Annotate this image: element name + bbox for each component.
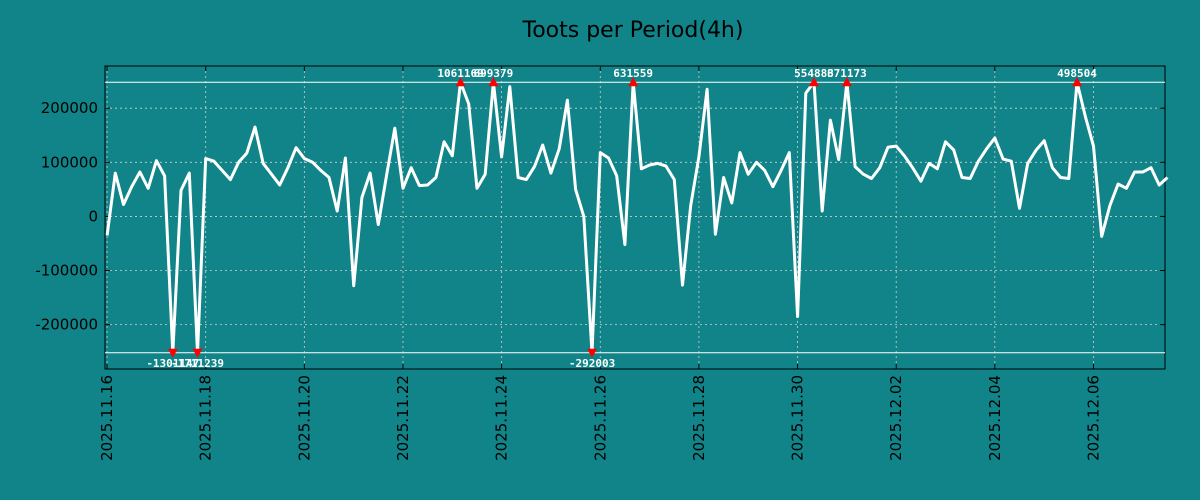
x-tick-label: 2025.11.28 xyxy=(690,375,708,461)
x-tick-label: 2025.11.26 xyxy=(591,375,609,461)
x-tick-label: 2025.11.20 xyxy=(295,375,313,461)
x-tick-label: 2025.12.06 xyxy=(1084,375,1102,461)
x-tick-label: 2025.11.24 xyxy=(493,375,511,461)
peak-annotation-label: 554883 xyxy=(794,67,834,80)
plot-area xyxy=(104,65,1166,370)
series-line xyxy=(105,80,1169,355)
peak-marker xyxy=(808,77,819,87)
y-tick-label: 0 xyxy=(88,207,98,225)
x-tick-label: 2025.11.18 xyxy=(197,375,215,461)
peak-annotation-label: 498504 xyxy=(1057,67,1097,80)
peak-annotation-label: -1301147 xyxy=(146,357,199,370)
x-tick-label: 2025.12.04 xyxy=(986,375,1004,461)
chart-title: Toots per Period(4h) xyxy=(522,18,744,43)
peak-annotation-label: 1061169 xyxy=(437,67,483,80)
y-tick-label: 100000 xyxy=(41,153,98,171)
x-tick-label: 2025.11.30 xyxy=(789,375,807,461)
clip-lines xyxy=(105,81,1165,354)
y-tick-label: -200000 xyxy=(35,316,98,334)
x-tick-label: 2025.11.16 xyxy=(98,375,116,461)
x-tick-label: 2025.11.22 xyxy=(394,375,412,461)
series-toots xyxy=(105,80,1169,355)
y-tick-label: -100000 xyxy=(35,262,98,280)
y-tick-label: 200000 xyxy=(41,99,98,117)
peak-annotation-label: -1711239 xyxy=(171,357,224,370)
peak-marker xyxy=(488,77,499,87)
peak-marker xyxy=(628,77,639,87)
peak-marker xyxy=(587,348,598,358)
peak-markers xyxy=(167,77,1083,358)
peak-marker xyxy=(455,77,466,87)
peak-marker xyxy=(192,348,203,358)
peak-marker xyxy=(841,77,852,87)
peak-annotation-label: 671173 xyxy=(827,67,867,80)
peak-marker xyxy=(167,348,178,358)
peak-marker xyxy=(1072,77,1083,87)
peak-annotation-label: 699379 xyxy=(474,67,514,80)
peak-annotation-label: -292003 xyxy=(569,357,615,370)
peak-annotation-label: 631559 xyxy=(613,67,653,80)
y-axis: -200000 -100000 0 100000 200000 xyxy=(35,99,1165,334)
x-axis: 2025.11.16 2025.11.18 2025.11.20 2025.11.22… xyxy=(98,66,1102,461)
x-tick-label: 2025.12.02 xyxy=(887,375,905,461)
